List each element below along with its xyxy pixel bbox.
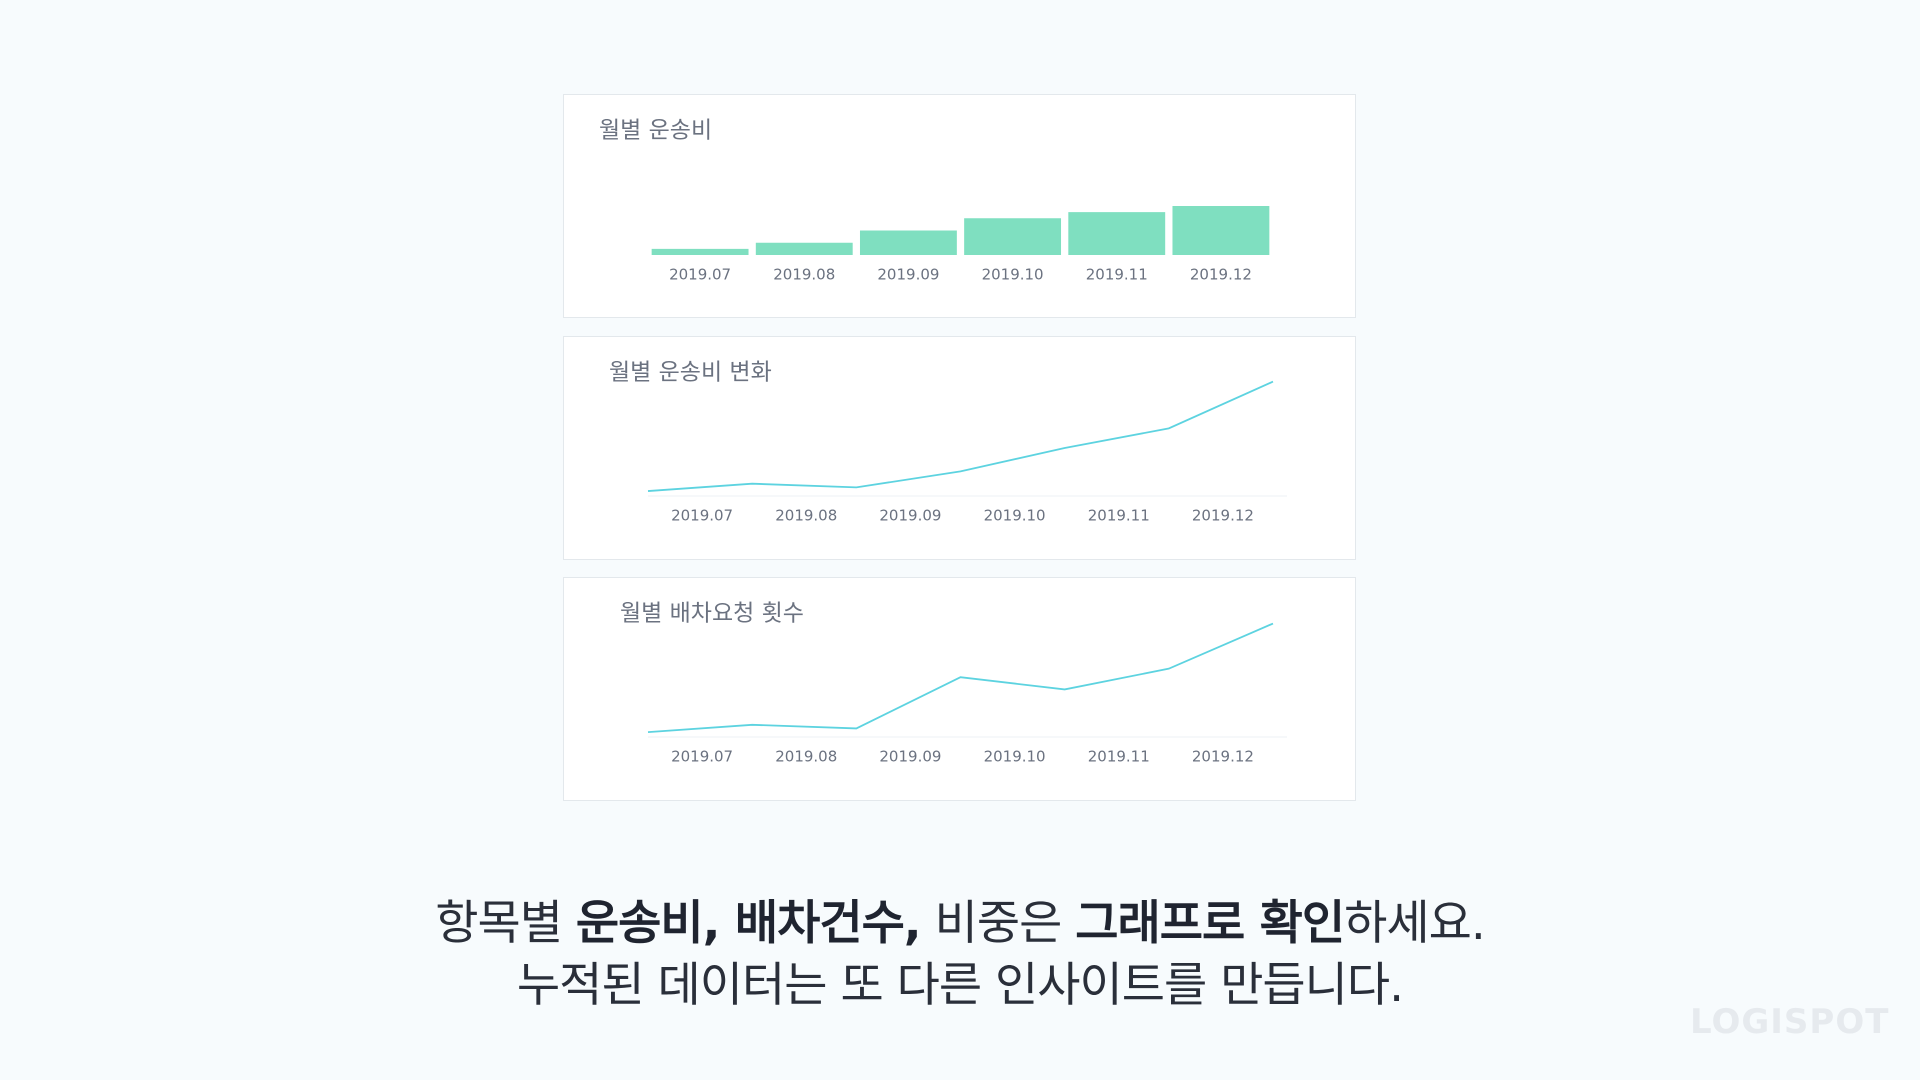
caption-segment: 항목별 xyxy=(435,896,576,951)
charts: 월별 운송비 2019.07 2019.08 2019.09 2019.10 2019.1… xyxy=(563,94,1356,801)
caption-segment: 그래프로 확인 xyxy=(1075,896,1345,951)
x-tick-label: 2019.08 xyxy=(775,507,837,525)
x-tick-label: 2019.09 xyxy=(879,507,941,525)
x-tick-label: 2019.11 xyxy=(1088,748,1150,766)
x-tick-label: 2019.08 xyxy=(773,266,835,284)
panel xyxy=(563,336,1356,560)
caption-line1: 항목별 운송비, 배차건수, 비중은 그래프로 확인하세요. xyxy=(0,884,1920,953)
x-tick-label: 2019.12 xyxy=(1190,266,1252,284)
x-tick-label: 2019.12 xyxy=(1192,507,1254,525)
x-tick-label: 2019.07 xyxy=(671,507,733,525)
x-tick-label: 2019.10 xyxy=(984,748,1046,766)
x-tick-label: 2019.10 xyxy=(984,507,1046,525)
x-tick-label: 2019.09 xyxy=(877,266,939,284)
caption-segment: 하세요. xyxy=(1344,896,1486,951)
chart-title: 월별 운송비 xyxy=(599,118,712,144)
chart-title: 월별 운송비 변화 xyxy=(609,360,772,386)
x-tick-label: 2019.10 xyxy=(982,266,1044,284)
caption-segment: 운송비, 배차건수, xyxy=(575,896,922,951)
bar xyxy=(1068,212,1166,255)
x-tick-label: 2019.07 xyxy=(671,748,733,766)
x-tick-label: 2019.09 xyxy=(879,748,941,766)
caption-segment: 비중은 xyxy=(920,896,1076,951)
panel xyxy=(563,577,1356,801)
bar xyxy=(651,248,749,255)
chart-title: 월별 배차요청 횟수 xyxy=(620,601,804,627)
line xyxy=(647,622,1274,734)
x-tick-label: 2019.11 xyxy=(1086,266,1148,284)
x-tick-label: 2019.08 xyxy=(775,748,837,766)
bar xyxy=(1172,206,1270,255)
x-tick-label: 2019.11 xyxy=(1088,507,1150,525)
x-tick-label: 2019.07 xyxy=(669,266,731,284)
logo: LOGISPOT xyxy=(1690,1002,1890,1042)
bar xyxy=(964,218,1062,255)
line xyxy=(647,380,1274,492)
x-tick-label: 2019.12 xyxy=(1192,748,1254,766)
bar xyxy=(859,230,957,255)
caption-line2: 누적된 데이터는 또 다른 인사이트를 만듭니다. xyxy=(516,958,1404,1013)
bar xyxy=(755,242,853,255)
